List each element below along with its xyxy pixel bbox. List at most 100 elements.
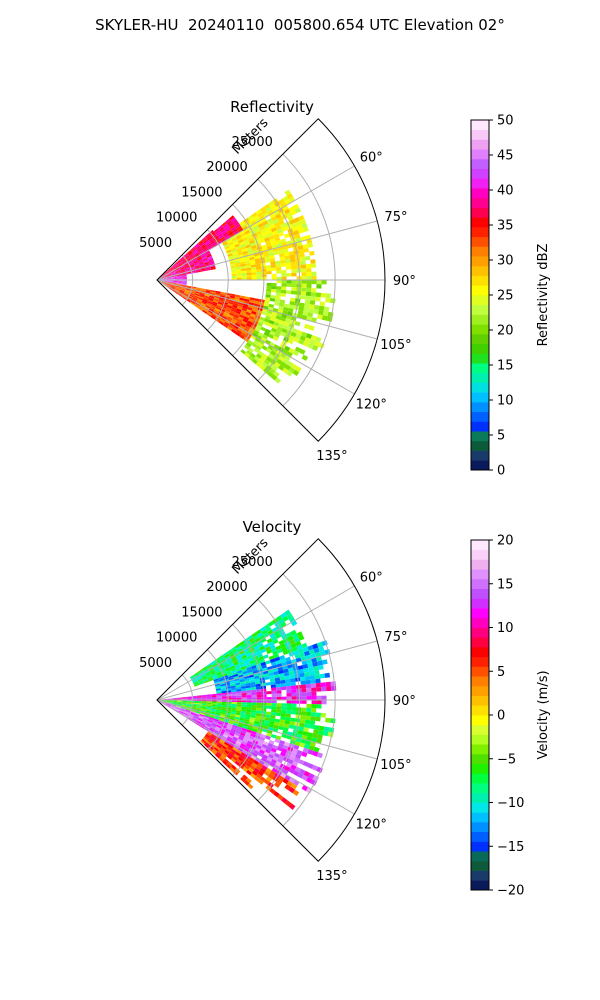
reflectivity-gate	[241, 320, 247, 326]
reflectivity-gate	[287, 215, 294, 222]
velocity-gate	[223, 719, 229, 724]
reflectivity-gate	[273, 371, 280, 378]
velocity-gate	[279, 676, 286, 681]
velocity-gate	[245, 664, 251, 669]
reflectivity-gate	[199, 263, 205, 267]
reflectivity-gate	[276, 267, 282, 271]
reflectivity-gate	[317, 314, 323, 320]
reflectivity-gate	[233, 230, 240, 236]
velocity-gate	[196, 695, 202, 697]
velocity-gate	[262, 754, 269, 760]
velocity-gate	[207, 746, 213, 752]
reflectivity-gate	[250, 220, 257, 226]
reflectivity-gate	[235, 245, 241, 250]
reflectivity-gate	[197, 298, 203, 302]
velocity-gate	[251, 694, 257, 698]
velocity-gate	[161, 702, 167, 705]
velocity-gate	[202, 666, 208, 671]
reflectivity-gate	[242, 318, 249, 323]
velocity-gate	[235, 686, 242, 690]
velocity-gate	[266, 638, 273, 644]
reflectivity-gate	[199, 293, 205, 297]
reflectivity-gate	[180, 270, 186, 273]
reflectivity-gate	[290, 265, 297, 270]
velocity-gate	[215, 736, 221, 741]
reflectivity-range-tick-label: 5000	[139, 236, 172, 251]
reflectivity-gate	[207, 257, 213, 261]
reflectivity-gate	[177, 293, 183, 297]
reflectivity-gate	[237, 304, 244, 308]
reflectivity-gate	[250, 313, 256, 318]
reflectivity-gate	[315, 296, 321, 302]
reflectivity-gate	[206, 234, 212, 240]
velocity-gate	[213, 747, 219, 752]
reflectivity-gate	[215, 229, 221, 235]
reflectivity-gate	[255, 361, 262, 368]
velocity-gate	[181, 702, 187, 704]
velocity-gate	[300, 680, 306, 685]
reflectivity-gate	[286, 265, 292, 270]
velocity-gate	[216, 751, 222, 757]
velocity-gate	[241, 668, 248, 673]
velocity-gate	[239, 732, 246, 737]
reflectivity-gate	[239, 241, 245, 246]
velocity-gate	[206, 706, 212, 709]
reflectivity-gate	[182, 295, 187, 299]
velocity-gate	[270, 747, 277, 753]
reflectivity-gate	[226, 305, 233, 309]
velocity-gate	[212, 663, 218, 668]
reflectivity-colorbar-tick-label: 10	[497, 394, 514, 409]
reflectivity-gate	[301, 268, 307, 273]
reflectivity-gate	[259, 316, 266, 322]
velocity-gate	[246, 729, 252, 734]
velocity-gate	[244, 677, 250, 682]
reflectivity-gate	[198, 297, 204, 301]
reflectivity-azimuth-gridline	[156, 279, 355, 395]
reflectivity-gate	[248, 347, 254, 353]
reflectivity-colorbar-swatch	[471, 120, 489, 131]
reflectivity-gate	[181, 280, 187, 282]
reflectivity-gate	[276, 276, 282, 280]
reflectivity-gate	[169, 268, 174, 272]
reflectivity-gate	[160, 273, 165, 277]
reflectivity-gate	[194, 265, 200, 268]
velocity-gate	[281, 696, 287, 700]
velocity-colorbar-swatch	[471, 715, 489, 726]
velocity-gate	[313, 725, 320, 730]
reflectivity-gate	[214, 307, 220, 312]
velocity-gate	[231, 702, 237, 705]
velocity-gate	[302, 646, 309, 653]
velocity-gate	[245, 711, 251, 715]
reflectivity-gate	[176, 280, 182, 282]
reflectivity-gate	[208, 246, 214, 251]
reflectivity-gate	[165, 271, 170, 275]
velocity-gate	[240, 713, 246, 717]
velocity-gate	[201, 704, 207, 707]
reflectivity-gate	[257, 233, 263, 238]
velocity-gate	[250, 681, 256, 686]
velocity-gate	[227, 659, 233, 664]
reflectivity-gate	[288, 304, 295, 309]
velocity-gate	[246, 702, 252, 705]
velocity-gate	[271, 703, 277, 707]
reflectivity-gate	[321, 315, 328, 321]
reflectivity-gate	[202, 300, 208, 304]
velocity-gate	[296, 644, 303, 651]
reflectivity-gate	[247, 234, 253, 240]
velocity-gate	[227, 736, 233, 741]
reflectivity-colorbar-swatch	[471, 217, 489, 228]
reflectivity-gate	[166, 283, 172, 286]
reflectivity-gate	[229, 224, 236, 230]
velocity-gate	[232, 736, 238, 741]
velocity-gate	[170, 705, 176, 709]
reflectivity-gate	[192, 259, 198, 263]
reflectivity-gate	[311, 288, 317, 293]
velocity-gate	[271, 690, 277, 694]
velocity-colorbar-swatch	[471, 831, 489, 842]
reflectivity-gate	[262, 220, 269, 226]
velocity-gate	[245, 714, 251, 718]
velocity-gate	[266, 732, 272, 737]
velocity-gate	[223, 678, 230, 682]
velocity-colorbar-tick-label: 15	[497, 577, 514, 592]
reflectivity-gate	[202, 309, 208, 314]
